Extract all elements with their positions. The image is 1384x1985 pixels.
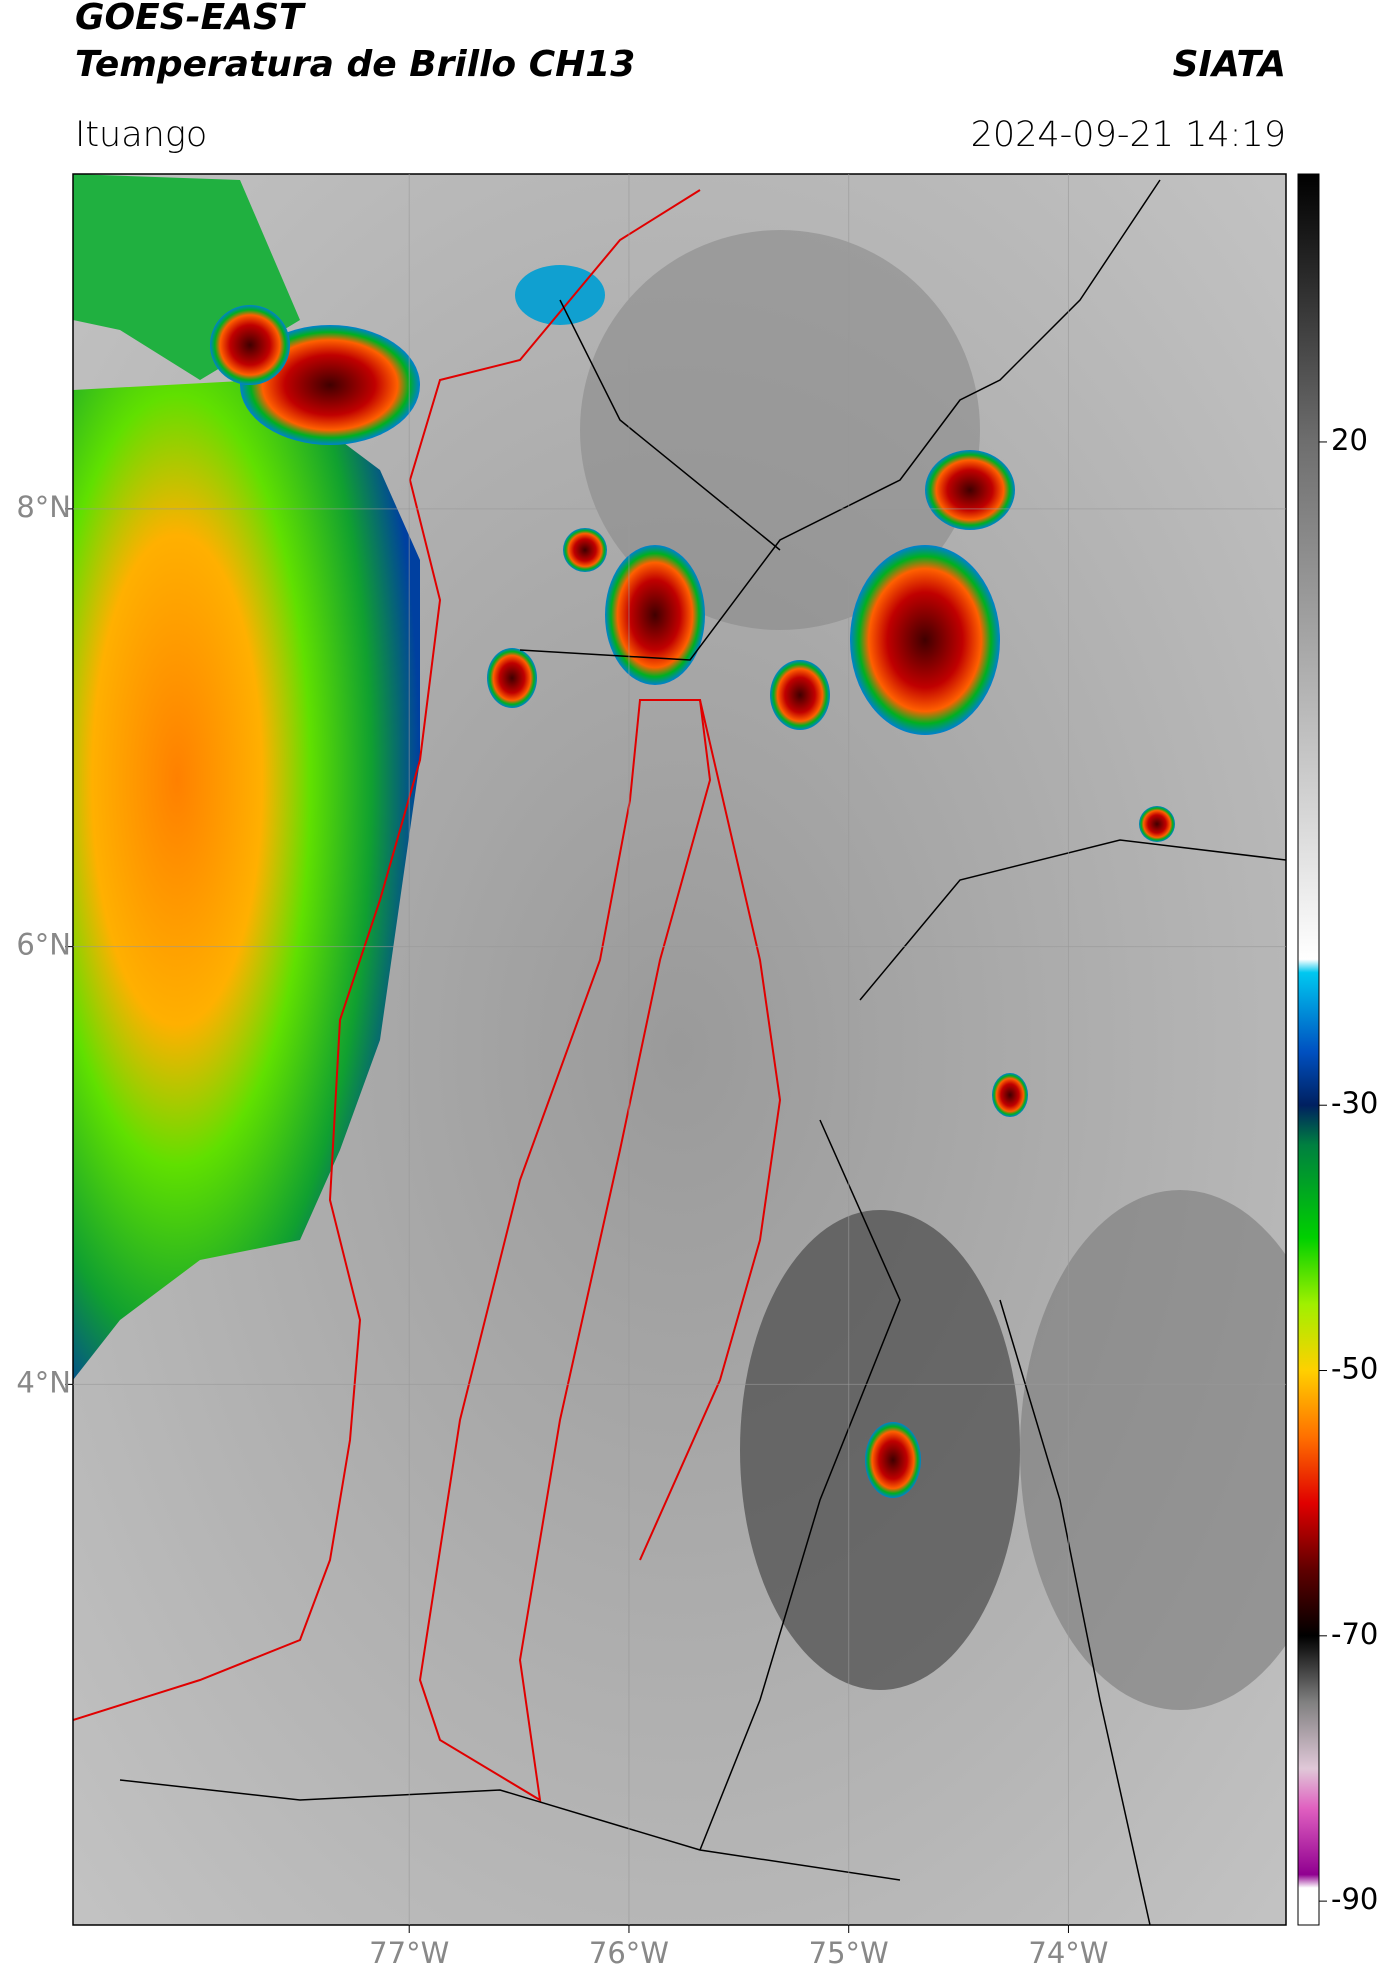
x-tick-label: 74°W (1028, 1936, 1108, 1970)
storm (925, 450, 1015, 530)
dark-region (580, 230, 980, 630)
coastline (73, 189, 701, 1721)
region-border (418, 699, 712, 1802)
satellite-image (73, 174, 1286, 1925)
cloud-region (515, 265, 605, 325)
source: SIATA (1173, 44, 1286, 85)
x-tick-label: 75°W (809, 1936, 889, 1970)
storm (487, 648, 537, 708)
y-tick-label: 6°N (16, 928, 71, 962)
colorbar-tick-label: 20 (1331, 423, 1368, 457)
storm (770, 660, 830, 730)
storm (992, 1073, 1028, 1117)
storm (865, 1422, 921, 1498)
colorbar-tick-label: -90 (1331, 1882, 1378, 1916)
x-tick-label: 77°W (369, 1936, 449, 1970)
y-tick-label: 8°N (16, 490, 71, 524)
colorbar-tick-label: -30 (1331, 1086, 1378, 1120)
storm (605, 545, 705, 685)
storm (210, 305, 290, 385)
region-border (639, 699, 782, 1561)
storm (563, 528, 607, 572)
title: GOES-EAST (75, 0, 306, 38)
location: Ituango (75, 115, 207, 155)
map-frame (72, 173, 1287, 1926)
x-tick-label: 76°W (589, 1936, 669, 1970)
storm (850, 545, 1000, 735)
colorbar-tick-label: -50 (1331, 1352, 1378, 1386)
datetime: 2024-09-21 14:19 (971, 115, 1286, 155)
admin-border (119, 179, 1286, 1925)
dark-region (1020, 1190, 1286, 1710)
subtitle: Temperatura de Brillo CH13 (75, 44, 635, 85)
colorbar-tick-label: -70 (1331, 1617, 1378, 1651)
y-tick-label: 4°N (16, 1365, 71, 1399)
colorbar (1297, 173, 1320, 1926)
storm (1139, 806, 1175, 842)
